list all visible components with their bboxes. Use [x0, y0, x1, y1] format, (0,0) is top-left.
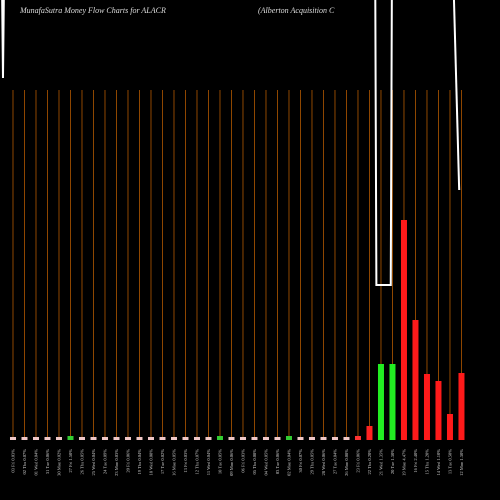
x-tick-label: 27 Fri 1.50% — [68, 449, 73, 473]
price-line — [1, 0, 5, 79]
x-tick-label: 13 Fri 0.03% — [183, 449, 188, 473]
x-tick-label: 19 Mon 4.47% — [401, 449, 406, 476]
x-tick-label: 01 Wed 0.04% — [33, 449, 38, 476]
x-tick-label: 14 Wed 1.10% — [436, 449, 441, 476]
bar — [423, 374, 430, 440]
bar — [67, 436, 74, 440]
x-tick-label: 09 Mon 0.06% — [229, 449, 234, 476]
bar — [21, 437, 28, 440]
bar — [366, 426, 373, 440]
x-tick-label: 16 Mon 0.05% — [171, 449, 176, 476]
bar — [193, 437, 200, 440]
x-tick-label: 22 Thu 0.20% — [367, 449, 372, 475]
x-tick-label: 06 Fri 0.03% — [240, 449, 245, 473]
bar — [354, 436, 361, 440]
price-line — [452, 0, 461, 191]
bar — [320, 437, 327, 440]
x-tick-label: 23 Mon 0.03% — [114, 449, 119, 476]
x-tick-label: 16 Fri 2.40% — [413, 449, 418, 473]
bar — [205, 437, 212, 440]
x-tick-label: 15 Thu 1.20% — [424, 449, 429, 475]
bar — [159, 437, 166, 440]
bar — [251, 437, 258, 440]
x-tick-label: 20 Tue 1.30% — [390, 449, 395, 474]
x-tick-label: 02 Mon 0.04% — [286, 449, 291, 476]
x-tick-label: 05 Thu 0.08% — [252, 449, 257, 475]
chart-title: MunafaSutra Money Flow Charts for ALACR — [19, 6, 166, 15]
bar — [90, 437, 97, 440]
x-tick-label: 25 Wed 0.04% — [91, 449, 96, 476]
bar — [331, 437, 338, 440]
bar — [343, 437, 350, 440]
bar — [32, 437, 39, 440]
bar — [9, 437, 16, 440]
bar — [285, 436, 292, 440]
x-tick-label: 18 Wed 0.08% — [148, 449, 153, 476]
bar — [262, 437, 269, 440]
bar — [44, 437, 51, 440]
x-tick-label: 17 Tue 0.02% — [160, 449, 165, 474]
x-tick-label: 24 Tue 0.09% — [102, 449, 107, 474]
x-tick-label: 10 Tue 0.05% — [217, 449, 222, 474]
x-tick-label: 31 Tue 0.06% — [45, 449, 50, 474]
bar — [182, 437, 189, 440]
x-tick-label: 26 Mon 0.08% — [344, 449, 349, 476]
x-tick-label: 21 Wed 1.35% — [378, 449, 383, 476]
x-tick-label: 12 Thu 0.07% — [194, 449, 199, 475]
bar — [400, 220, 407, 440]
x-tick-label: 13 Tue 0.50% — [447, 449, 452, 474]
x-tick-label: 03 Fri 0.03% — [10, 449, 15, 473]
price-line — [374, 0, 393, 286]
x-tick-label: 29 Thu 0.05% — [309, 449, 314, 475]
x-tick-label: 28 Wed 0.06% — [321, 449, 326, 476]
bar — [297, 437, 304, 440]
bar — [377, 364, 384, 440]
bar — [412, 320, 419, 440]
chart-subtitle: (Alberton Acquisition C — [258, 6, 335, 15]
bar — [170, 437, 177, 440]
x-tick-label: 04 Wed 0.05% — [263, 449, 268, 476]
bar — [228, 437, 235, 440]
x-tick-label: 11 Wed 0.04% — [206, 449, 211, 476]
bar — [147, 437, 154, 440]
bar — [389, 364, 396, 440]
bar — [136, 437, 143, 440]
bar — [101, 437, 108, 440]
bar — [78, 437, 85, 440]
bar — [446, 414, 453, 440]
bar — [308, 437, 315, 440]
x-tick-label: 30 Mon 0.02% — [56, 449, 61, 476]
x-tick-label: 23 Fri 0.06% — [355, 449, 360, 473]
x-tick-label: 30 Fri 0.07% — [298, 449, 303, 473]
bar — [55, 437, 62, 440]
x-tick-label: 12 Mon 1.30% — [459, 449, 464, 476]
bar — [239, 437, 246, 440]
bar — [458, 373, 465, 440]
x-tick-label: 27 Tue 0.04% — [332, 449, 337, 474]
bar — [274, 437, 281, 440]
x-tick-label: 19 Thu 0.04% — [137, 449, 142, 475]
x-tick-label: 02 Thu 0.07% — [22, 449, 27, 475]
bar — [124, 437, 131, 440]
x-tick-label: 03 Tue 0.06% — [275, 449, 280, 474]
x-tick-label: 20 Fri 0.06% — [125, 449, 130, 473]
x-tick-label: 26 Thu 0.05% — [79, 449, 84, 475]
bar — [216, 436, 223, 440]
bar — [113, 437, 120, 440]
bar — [435, 381, 442, 440]
